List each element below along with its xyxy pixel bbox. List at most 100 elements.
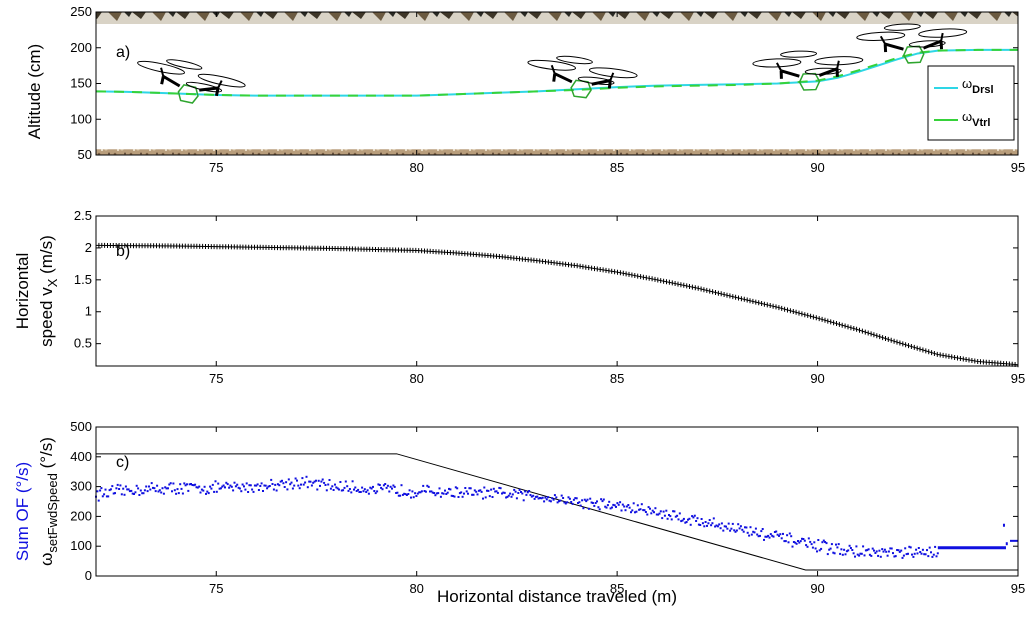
data-point bbox=[202, 489, 205, 492]
data-point bbox=[761, 528, 764, 530]
data-point bbox=[799, 540, 802, 543]
data-point bbox=[754, 527, 757, 530]
data-point bbox=[567, 496, 570, 499]
data-point bbox=[145, 485, 148, 488]
data-point bbox=[805, 544, 808, 547]
data-point bbox=[415, 495, 418, 497]
data-point bbox=[517, 492, 520, 494]
data-point bbox=[765, 535, 768, 538]
data-point bbox=[422, 484, 425, 487]
data-point bbox=[763, 538, 765, 541]
data-point bbox=[611, 506, 613, 509]
data-point bbox=[232, 489, 235, 492]
data-point bbox=[305, 475, 308, 478]
data-point bbox=[482, 497, 484, 500]
data-point bbox=[430, 490, 433, 493]
data-point bbox=[638, 508, 641, 511]
data-point bbox=[636, 504, 639, 507]
data-point bbox=[720, 522, 723, 525]
data-point bbox=[293, 484, 296, 487]
data-point bbox=[663, 514, 666, 517]
data-point bbox=[234, 485, 237, 488]
data-point bbox=[649, 507, 651, 510]
x-axis-label: Horizontal distance traveled (m) bbox=[437, 587, 677, 606]
data-point bbox=[291, 487, 294, 490]
data-point bbox=[248, 484, 251, 487]
setpoint-line bbox=[96, 453, 1018, 571]
data-point bbox=[547, 496, 550, 499]
y-tick-label: 150 bbox=[70, 76, 92, 91]
data-point bbox=[558, 500, 560, 503]
data-point bbox=[722, 529, 725, 532]
data-point bbox=[658, 512, 661, 515]
quadrotor-icon bbox=[527, 55, 638, 99]
panel-a-altitude: 75 80 85 90 95 50 100 150 200 250 a) Altitude (cm… bbox=[25, 4, 1025, 175]
y-axis-label-sum-of: Sum OF (°/s) bbox=[13, 462, 32, 561]
data-point bbox=[290, 481, 293, 484]
data-point bbox=[148, 485, 150, 488]
data-point bbox=[156, 484, 159, 487]
data-point bbox=[744, 526, 746, 529]
data-point bbox=[583, 498, 586, 501]
data-point bbox=[362, 490, 365, 493]
data-point bbox=[510, 495, 513, 498]
data-point bbox=[361, 486, 364, 489]
data-point bbox=[932, 553, 935, 556]
data-point bbox=[412, 496, 415, 499]
data-point bbox=[302, 483, 305, 486]
data-point bbox=[183, 482, 186, 485]
data-point bbox=[257, 489, 260, 491]
data-point bbox=[741, 528, 744, 531]
data-point bbox=[760, 530, 763, 533]
data-point bbox=[260, 482, 263, 485]
data-point bbox=[882, 550, 885, 553]
data-point bbox=[449, 488, 452, 491]
data-point bbox=[244, 488, 247, 491]
data-point bbox=[810, 543, 813, 546]
speed-line bbox=[95, 244, 1019, 366]
data-point bbox=[600, 498, 603, 501]
y-tick-label: 50 bbox=[78, 147, 92, 162]
data-point bbox=[613, 504, 616, 507]
data-point bbox=[247, 491, 250, 493]
data-point bbox=[570, 501, 573, 503]
data-point bbox=[771, 534, 774, 537]
y-tick-label: 2.5 bbox=[74, 208, 92, 223]
data-point bbox=[537, 497, 540, 500]
data-point bbox=[934, 545, 937, 548]
data-point bbox=[571, 502, 574, 505]
data-point bbox=[395, 492, 398, 494]
panel-c-optic-flow: 75 80 85 90 95 0 100 200 300 400 500 c) Sum OF (°/… bbox=[13, 419, 1025, 596]
data-point bbox=[514, 490, 517, 493]
data-point bbox=[123, 493, 126, 496]
data-point bbox=[286, 488, 289, 491]
data-point bbox=[492, 487, 495, 490]
data-point bbox=[676, 514, 679, 517]
data-point bbox=[845, 550, 848, 553]
data-point bbox=[423, 490, 426, 492]
data-point bbox=[809, 540, 812, 543]
data-point bbox=[487, 489, 490, 492]
data-point bbox=[734, 530, 737, 533]
data-point bbox=[916, 552, 919, 555]
data-point bbox=[126, 488, 129, 491]
data-point bbox=[840, 548, 843, 551]
data-point bbox=[331, 485, 334, 488]
data-point bbox=[665, 509, 668, 512]
data-point bbox=[157, 490, 160, 493]
data-point bbox=[640, 503, 643, 506]
panel-label-c: c) bbox=[116, 454, 129, 471]
data-point bbox=[912, 555, 915, 558]
data-point bbox=[199, 491, 202, 494]
data-point bbox=[388, 490, 391, 493]
data-point bbox=[154, 490, 157, 493]
data-point bbox=[184, 484, 187, 487]
data-point bbox=[776, 533, 779, 536]
data-point bbox=[778, 534, 780, 537]
data-point bbox=[479, 489, 482, 492]
data-point bbox=[684, 521, 687, 524]
data-point bbox=[621, 503, 624, 506]
data-point bbox=[206, 490, 209, 493]
data-point bbox=[211, 483, 214, 486]
data-point bbox=[263, 484, 266, 487]
